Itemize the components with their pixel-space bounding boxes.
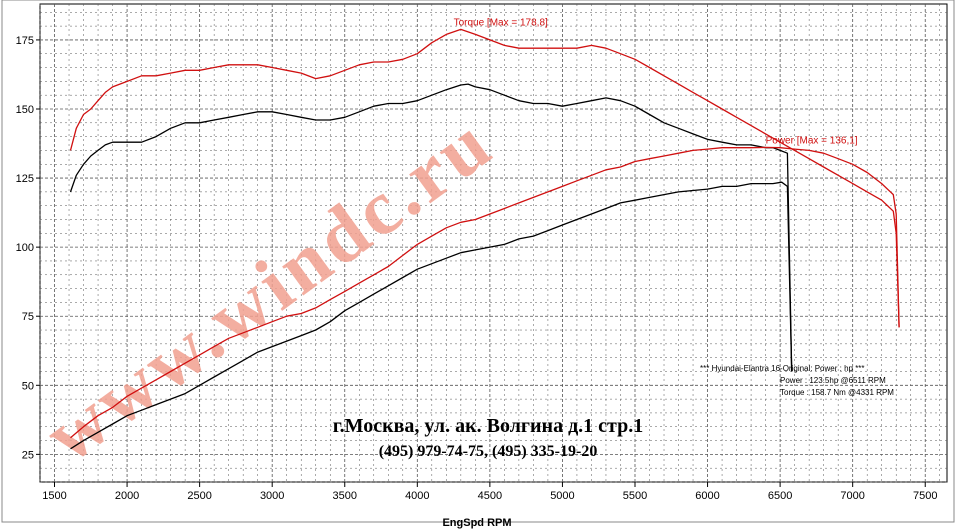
series-lines: [69, 28, 900, 450]
x-tick-label: 2500: [187, 490, 211, 502]
legend-box: *** Hyundai-Elantra 16-Original: Power :…: [700, 364, 894, 397]
phone-text: (495) 979-74-75, (495) 335-19-20: [379, 443, 598, 460]
x-tick-label: 4000: [405, 490, 429, 502]
address-text: г.Москва, ул. ак. Волгина д.1 стр.1: [333, 415, 644, 437]
y-tick-label: 175: [16, 35, 34, 47]
power-black-line: [70, 181, 793, 450]
y-tick-label: 100: [16, 242, 34, 254]
x-axis-label: EngSpd RPM: [442, 517, 511, 529]
legend-line-2: Power : 123.5hp @6511 RPM: [780, 376, 886, 385]
x-tick-label: 3000: [260, 490, 284, 502]
y-tick-label: 50: [22, 380, 34, 392]
x-tick-label: 5000: [550, 490, 574, 502]
x-tick-label: 3500: [333, 490, 357, 502]
annotations: Torque [Max = 178,8] Power [Max = 136,1]: [454, 17, 858, 146]
axis-ticks: 1500 2000 2500 3000 3500 4000 4500 5000 5500 6000…: [16, 35, 938, 502]
y-tick-label: 150: [16, 104, 34, 116]
power-red-line: [70, 146, 900, 439]
y-tick-label: 75: [22, 311, 34, 323]
torque-black-line: [69, 83, 793, 372]
grid: [39, 4, 947, 483]
plot-frame: [39, 3, 948, 483]
legend-line-1: *** Hyundai-Elantra 16-Original: Power :…: [700, 364, 865, 373]
power-max-annotation: Power [Max = 136,1]: [766, 135, 858, 146]
x-tick-label: 4500: [478, 490, 502, 502]
x-tick-label: 2000: [115, 490, 139, 502]
y-tick-label: 125: [16, 173, 34, 185]
torque-red-line: [69, 28, 900, 328]
x-tick-label: 7500: [913, 490, 937, 502]
x-tick-label: 7000: [840, 490, 864, 502]
legend-line-3: Torque : 158.7 Nm @4331 RPM: [780, 388, 894, 397]
x-tick-label: 6500: [768, 490, 792, 502]
torque-max-annotation: Torque [Max = 178,8]: [454, 17, 548, 28]
y-tick-label: 25: [22, 449, 34, 461]
x-tick-label: 6000: [695, 490, 719, 502]
x-tick-label: 5500: [623, 490, 647, 502]
x-tick-label: 1500: [42, 490, 66, 502]
